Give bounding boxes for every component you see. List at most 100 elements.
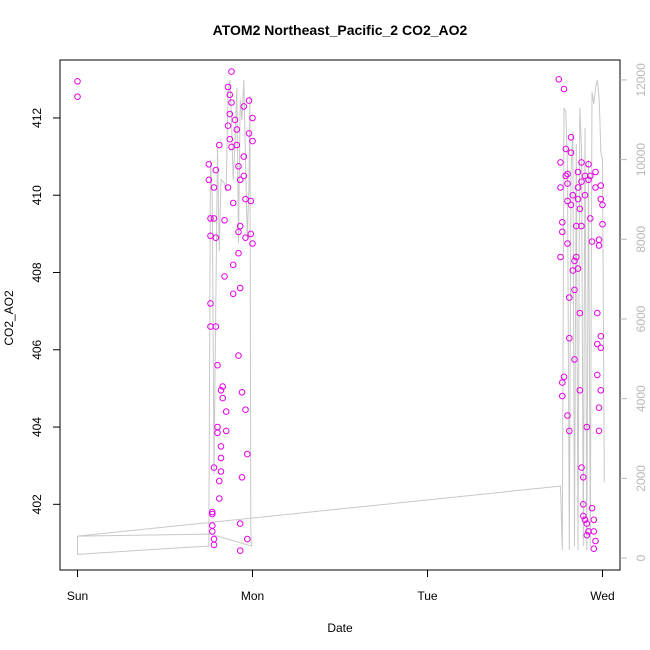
chart-title: ATOM2 Northeast_Pacific_2 CO2_AO2 <box>213 22 468 38</box>
data-point <box>242 195 249 203</box>
data-point <box>597 332 605 340</box>
data-point <box>229 261 237 269</box>
data-point <box>559 228 566 236</box>
data-point <box>595 404 603 412</box>
data-point <box>576 387 584 394</box>
data-point <box>592 537 599 545</box>
data-point <box>233 141 241 149</box>
data-point <box>562 145 570 153</box>
data-point <box>242 234 249 241</box>
data-point <box>217 454 225 462</box>
data-point <box>212 166 220 174</box>
data-point <box>571 257 578 265</box>
data-point <box>559 219 566 226</box>
y2-tick-label: 0 <box>634 554 648 561</box>
data-point <box>564 197 571 205</box>
data-point <box>210 215 218 222</box>
data-point <box>224 122 232 129</box>
y-axis-label: CO2_AO2 <box>2 290 16 346</box>
data-point <box>574 265 582 272</box>
data-point <box>557 253 564 261</box>
data-point <box>578 222 585 230</box>
data-point <box>594 309 601 317</box>
data-point <box>219 383 226 390</box>
data-point <box>597 344 605 352</box>
y-tick-label: 404 <box>30 417 44 437</box>
data-point <box>592 168 599 176</box>
data-point <box>564 170 571 178</box>
data-point <box>210 535 218 543</box>
data-point <box>222 408 230 415</box>
data-point <box>592 184 599 191</box>
data-point <box>581 516 589 524</box>
data-point <box>557 184 564 191</box>
data-point <box>585 161 592 168</box>
data-point <box>566 427 573 435</box>
series-line-right-axis <box>77 79 605 555</box>
data-point <box>564 412 571 419</box>
data-point <box>587 215 594 222</box>
data-point <box>224 83 232 91</box>
data-point <box>238 474 246 481</box>
data-point <box>221 217 228 224</box>
data-point <box>590 516 598 524</box>
data-point <box>583 520 591 527</box>
data-point <box>210 464 218 471</box>
data-point <box>233 126 241 133</box>
data-point <box>581 191 589 199</box>
data-point <box>236 547 244 555</box>
data-point <box>590 545 598 553</box>
data-point <box>595 427 603 435</box>
data-point <box>236 284 244 292</box>
y-tick-label: 408 <box>30 262 44 282</box>
data-point <box>235 249 242 257</box>
data-point <box>574 195 582 203</box>
x-axis-label: Date <box>327 621 353 635</box>
data-point <box>594 340 601 348</box>
data-point <box>597 195 605 203</box>
data-point <box>583 531 591 539</box>
y2-tick-label: 10000 <box>634 143 648 177</box>
y-tick-label: 410 <box>30 185 44 205</box>
data-point <box>228 143 235 151</box>
data-point <box>590 528 598 535</box>
data-point <box>559 379 566 386</box>
data-point <box>231 116 239 124</box>
x-tick-label: Mon <box>241 589 264 603</box>
data-point <box>210 184 218 191</box>
data-point <box>566 294 573 301</box>
data-point <box>209 510 216 518</box>
data-point <box>226 110 234 118</box>
y2-tick-label: 8000 <box>634 226 648 253</box>
y2-tick-label: 12000 <box>634 63 648 97</box>
data-point <box>235 228 242 236</box>
data-point <box>595 242 603 249</box>
data-point <box>228 99 235 106</box>
data-point <box>245 130 253 137</box>
data-point <box>585 176 592 184</box>
plot-frame <box>59 59 621 571</box>
data-point <box>240 172 248 180</box>
y-tick-label: 412 <box>30 108 44 128</box>
data-point <box>249 137 256 145</box>
data-point <box>214 429 221 437</box>
data-point <box>240 153 248 160</box>
data-point <box>567 149 575 156</box>
data-point <box>216 477 223 485</box>
data-point <box>240 103 248 110</box>
data-point <box>228 68 235 75</box>
data-point <box>207 215 214 222</box>
data-point <box>574 168 582 176</box>
data-point <box>207 323 214 330</box>
data-point <box>566 334 573 342</box>
data-point <box>594 371 601 379</box>
data-point <box>573 253 580 261</box>
data-point <box>588 504 596 512</box>
data-point <box>244 535 251 543</box>
data-point <box>567 134 575 141</box>
data-point <box>560 373 568 381</box>
data-point <box>74 78 81 85</box>
data-point <box>560 85 568 93</box>
data-point <box>580 512 587 520</box>
